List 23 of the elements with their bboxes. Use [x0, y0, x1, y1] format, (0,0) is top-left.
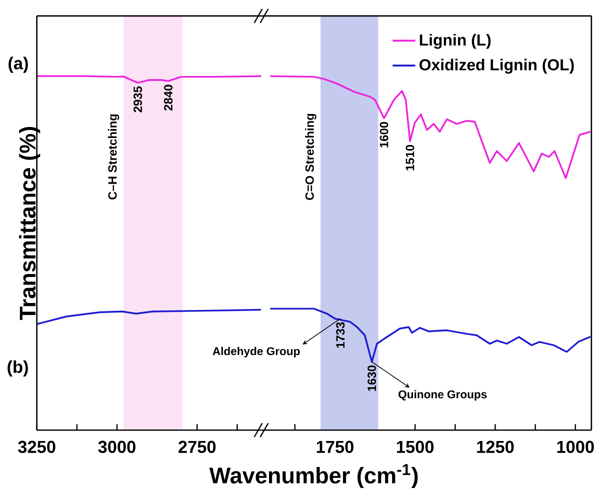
annotation: Aldehyde Group	[212, 346, 300, 358]
x-tick-label: 3000	[98, 440, 136, 453]
annotation: 2840	[164, 84, 173, 110]
text: (a)	[8, 56, 28, 73]
band-label: C=O Stretching	[305, 114, 316, 200]
x-tick-label: 1750	[316, 440, 354, 453]
text: (b)	[8, 360, 28, 376]
annotation: 1630	[368, 365, 376, 391]
band-label: C–H Stretching	[108, 114, 120, 200]
x-tick-label: 1000	[557, 440, 594, 453]
y-axis-title: Transmittance (%)	[19, 126, 40, 320]
annotation: Quinone Groups	[398, 390, 487, 400]
legend-label: Oxidized Lignin (OL)	[420, 58, 574, 74]
annotation: 1510	[406, 144, 414, 170]
annotation: 2935	[134, 86, 142, 112]
annotation: 1600	[380, 122, 388, 148]
x-tick-label: 1250	[477, 440, 514, 453]
x-tick-label: 3250	[18, 440, 56, 453]
annotation: 1733	[336, 322, 345, 348]
legend-label: Lignin (L)	[420, 34, 491, 49]
x-axis-title: Wavenumber (cm$^{-1}$)	[209, 464, 418, 488]
x-tick-label: 2750	[178, 440, 216, 453]
x-tick-label: 1500	[396, 440, 434, 453]
